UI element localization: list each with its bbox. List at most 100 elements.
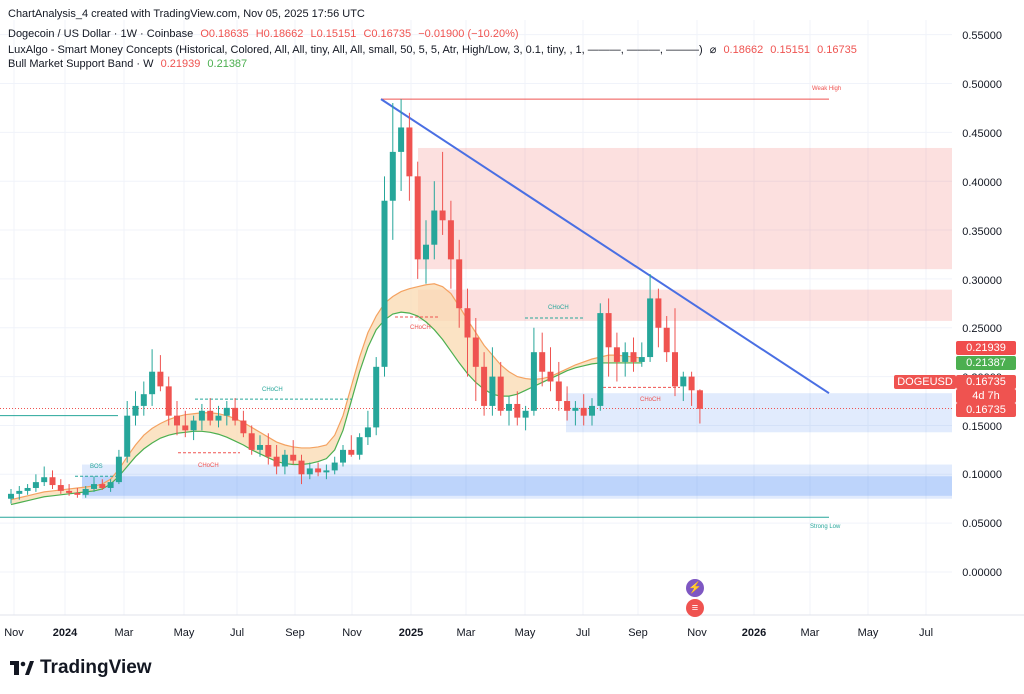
choch-label-3: CHoCH — [410, 325, 431, 331]
candle-body — [340, 449, 346, 463]
demand-zone — [566, 393, 952, 433]
candle-body — [82, 488, 89, 495]
tradingview-logo[interactable]: TradingView — [10, 657, 152, 679]
candle-body — [157, 371, 164, 387]
indicator2-name: Bull Market Support Band · W — [8, 58, 154, 70]
candle-body — [32, 482, 39, 488]
candle-body — [622, 352, 629, 362]
indicator1-name: LuxAlgo - Smart Money Concepts (Historic… — [8, 44, 703, 56]
candle-body — [124, 415, 131, 457]
x-tick: Sep — [628, 627, 648, 639]
candle-body — [514, 403, 521, 418]
y-tick: 0.45000 — [962, 128, 1002, 140]
x-tick: Sep — [285, 627, 305, 639]
x-tick: Mar — [800, 627, 820, 639]
demand-zone — [82, 464, 952, 499]
x-tick: May — [514, 627, 536, 639]
indicator2-legend[interactable]: Bull Market Support Band · W 0.21939 0.2… — [8, 58, 247, 70]
choch-label-5: CHoCH — [640, 397, 661, 403]
indicator1-value-close: 0.16735 — [817, 44, 857, 56]
candle-body — [8, 493, 14, 499]
candle-body — [265, 444, 272, 457]
candle-body — [497, 376, 504, 411]
indicator1-symbol: ⌀ — [709, 44, 717, 56]
candle-body — [232, 407, 239, 421]
lightning-icon[interactable]: ⚡ — [686, 579, 704, 597]
last-price-tag: 0.16735 — [956, 375, 1016, 389]
us-flag-icon[interactable]: ≡ — [686, 599, 704, 617]
indicator1-value-low: 0.15151 — [770, 44, 811, 56]
x-tick: May — [857, 627, 879, 639]
x-tick: May — [173, 627, 195, 639]
x-tick: 2024 — [52, 627, 78, 639]
ema-price-tag: 0.21387 — [956, 356, 1016, 370]
candle-body — [57, 485, 64, 491]
last-price-tag-2: 0.16735 — [956, 403, 1016, 417]
candle-body — [257, 444, 263, 450]
indicator2-value-ema: 0.21387 — [207, 58, 248, 70]
bos-label: BOS — [90, 464, 103, 470]
candle-body — [472, 337, 479, 367]
candle-body — [190, 420, 197, 431]
y-tick: 0.50000 — [962, 79, 1002, 91]
candle-body — [555, 381, 562, 402]
choch-label-1: CHoCH — [262, 387, 283, 393]
candle-body — [149, 371, 156, 395]
indicator1-value-high: 0.18662 — [723, 44, 764, 56]
candle-body — [572, 407, 579, 411]
supply-zone — [418, 289, 952, 321]
choch-label-2: CHoCH — [198, 463, 219, 469]
candle-body — [165, 386, 172, 416]
y-tick: 0.30000 — [962, 275, 1002, 287]
candle-body — [99, 484, 106, 488]
candle-body — [597, 313, 604, 406]
candle-body — [381, 200, 388, 367]
candle-body — [680, 376, 687, 387]
indicator1-legend[interactable]: LuxAlgo - Smart Money Concepts (Historic… — [8, 43, 857, 56]
created-by-text: ChartAnalysis_4 created with TradingView… — [8, 8, 365, 20]
candle-body — [91, 484, 97, 489]
candle-body — [356, 437, 363, 455]
candle-body — [389, 151, 396, 201]
candle-body — [696, 390, 703, 409]
y-tick: 0.10000 — [962, 469, 1002, 481]
candle-body — [24, 487, 31, 491]
ohlc-open: O0.18635 — [200, 28, 249, 40]
brand-text: TradingView — [40, 657, 152, 678]
x-tick: Jul — [575, 627, 591, 639]
x-tick: Nov — [342, 627, 362, 639]
supply-zone — [418, 147, 952, 270]
candle-body — [240, 420, 247, 434]
candle-body — [580, 407, 587, 416]
created-by-line: ChartAnalysis_4 created with TradingView… — [8, 8, 365, 20]
candle-body — [16, 490, 23, 494]
y-tick: 0.00000 — [962, 567, 1002, 579]
ohlc-high: H0.18662 — [255, 28, 304, 40]
y-tick: 0.35000 — [962, 226, 1002, 238]
candle-body — [373, 366, 380, 428]
candle-body — [248, 433, 255, 450]
symbol-title: Dogecoin / US Dollar · 1W · Coinbase — [8, 28, 194, 40]
x-tick: Nov — [4, 627, 24, 639]
symbol-legend[interactable]: Dogecoin / US Dollar · 1W · Coinbase O0.… — [8, 28, 519, 40]
candle-body — [456, 259, 463, 309]
candle-body — [564, 401, 571, 411]
candle-body — [198, 410, 205, 421]
candle-body — [223, 407, 230, 416]
candle-body — [613, 347, 620, 362]
candle-body — [464, 308, 471, 338]
candle-body — [182, 425, 189, 431]
candle-body — [589, 405, 595, 416]
x-tick: Mar — [114, 627, 134, 639]
y-tick: 0.15000 — [962, 421, 1002, 433]
candle-body — [489, 376, 496, 406]
candle-body — [547, 371, 554, 382]
x-tick: 2026 — [741, 627, 767, 639]
candle-body — [647, 298, 654, 358]
candle-body — [49, 477, 56, 486]
candle-body — [439, 210, 446, 221]
ohlc-close: C0.16735 — [363, 28, 412, 40]
symbol-tag: DOGEUSD — [894, 375, 956, 389]
